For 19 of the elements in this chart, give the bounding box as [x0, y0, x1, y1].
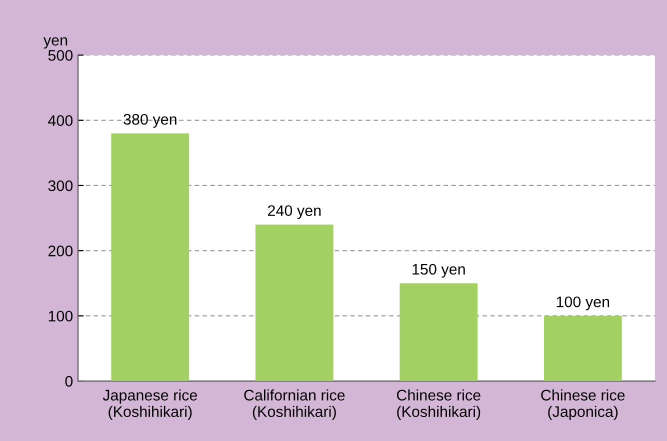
bar [400, 283, 478, 382]
data-label: 240 yen [268, 205, 321, 220]
y-axis-title: yen [43, 37, 68, 49]
data-label: 100 yen [556, 296, 610, 310]
bar [255, 224, 334, 382]
data-label: 150 yen [412, 264, 465, 278]
y-tick-label: 0 [65, 376, 73, 387]
y-tick-label: 300 [48, 180, 73, 192]
y-tick-label: 400 [48, 115, 73, 126]
bar [111, 133, 190, 382]
x-tick-label: Californian rice (Koshihikari) [244, 389, 345, 420]
y-tick-label: 200 [48, 246, 73, 256]
x-tick-label: Chinese rice (Japonica) [541, 389, 625, 420]
data-label: 380 yen [124, 114, 176, 128]
bar [544, 316, 622, 382]
y-tick-label: 500 [48, 50, 73, 61]
y-tick-label: 100 [48, 310, 73, 322]
x-tick-label: Chinese rice (Koshihikari) [396, 389, 480, 420]
x-tick-label: Japanese rice (Koshihikari) [102, 389, 198, 420]
